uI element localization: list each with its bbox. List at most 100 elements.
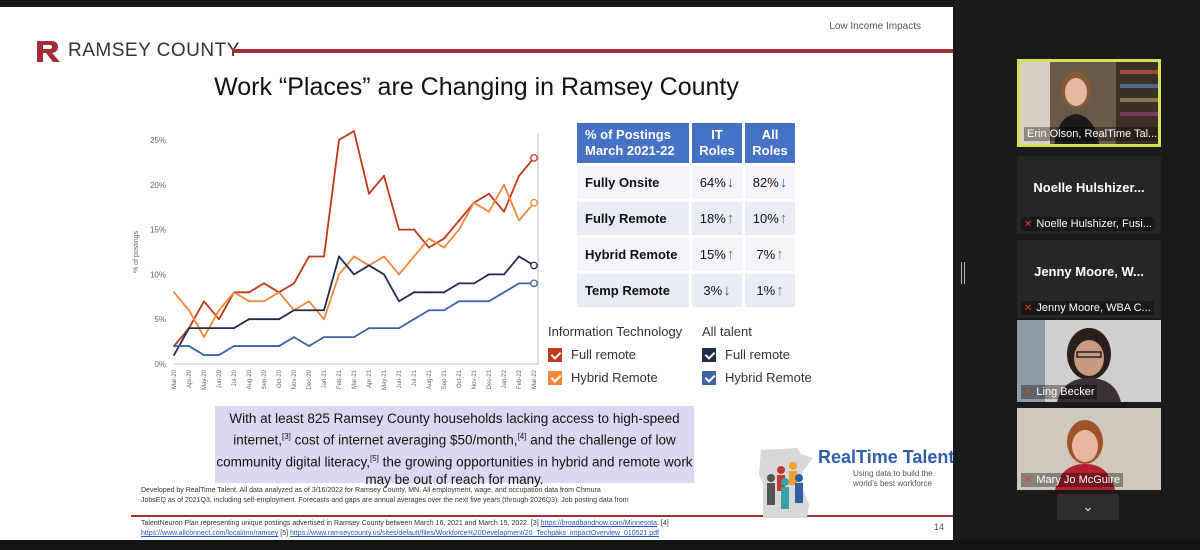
y-tick-label: 15% xyxy=(150,226,166,235)
rt-logo-name: RealTime Talent xyxy=(818,447,953,467)
note-text: the growing opportunities in hybrid and … xyxy=(365,454,693,487)
participant-name-row: ✕ Ling Becker xyxy=(1021,385,1098,399)
row-label: Temp Remote xyxy=(577,274,689,307)
x-tick-label: Sep-20 xyxy=(262,369,268,389)
data-point xyxy=(413,318,415,321)
trend-arrow-up-icon: ↑ xyxy=(776,246,784,263)
legend-label: Hybrid Remote xyxy=(571,370,658,385)
participant-tile-mary-jo[interactable]: ✕ Mary Jo McGuire xyxy=(1017,408,1161,490)
legend-item-it-hybrid-remote: Hybrid Remote xyxy=(548,370,658,385)
remote-postings-line-chart: 0% 5% 10% 15% 20% 25% % of postings Mar-20 Apr-2… xyxy=(133,130,539,390)
x-tick-label: Oct-21 xyxy=(457,369,463,388)
data-point xyxy=(293,309,295,312)
data-point xyxy=(383,174,385,177)
minnesota-people-icon xyxy=(759,448,813,518)
participant-tile-ling[interactable]: ✕ Ling Becker xyxy=(1017,320,1161,402)
trend-arrow-up-icon: ↑ xyxy=(776,282,784,299)
data-point xyxy=(203,336,205,339)
participant-tile-jenny[interactable]: Jenny Moore, W... ✕ Jenny Moore, WBA C... xyxy=(1017,240,1161,318)
x-tick-label: Nov-20 xyxy=(292,369,298,389)
participant-video-panel: Erin Olson, RealTime Tal... Noelle Hulsh… xyxy=(1013,57,1165,527)
data-point xyxy=(278,291,280,294)
citation-link-ramseycounty[interactable]: https://www.ramseycounty.us/sites/defaul… xyxy=(290,530,659,537)
participant-video xyxy=(1020,62,1158,144)
mic-muted-icon: ✕ xyxy=(1024,219,1033,230)
x-tick-label: Dec-21 xyxy=(487,369,493,389)
data-point xyxy=(293,282,295,285)
table-row: Hybrid Remote 15%↑ 7%↑ xyxy=(577,238,795,271)
data-point xyxy=(428,246,430,249)
cell-value: 15% xyxy=(699,247,726,262)
y-axis-label: % of postings xyxy=(133,230,140,273)
data-point xyxy=(203,327,205,330)
all-roles-cell: 82%↓ xyxy=(745,166,795,199)
participant-tile-erin[interactable]: Erin Olson, RealTime Tal... xyxy=(1017,59,1161,147)
trend-arrow-down-icon: ↓ xyxy=(726,174,735,191)
data-point xyxy=(383,327,385,330)
data-point xyxy=(398,300,400,303)
data-point xyxy=(428,237,430,240)
participant-name: Mary Jo McGuire xyxy=(1036,474,1121,486)
data-point xyxy=(173,354,175,356)
checkbox-icon xyxy=(702,347,716,362)
table-header-row: % of Postings March 2021-22 IT Roles All… xyxy=(577,123,795,163)
y-tick-label: 5% xyxy=(154,315,166,324)
data-point xyxy=(263,318,265,321)
data-point xyxy=(458,228,460,231)
series-line xyxy=(174,282,534,356)
rt-logo-tagline: world’s best workforce xyxy=(853,479,932,488)
footnote-line: Developed by RealTime Talent. All data a… xyxy=(141,487,601,494)
x-tick-label: Aug-20 xyxy=(247,369,253,389)
note-text: cost of internet averaging $50/month, xyxy=(290,432,518,448)
panel-resize-handle[interactable] xyxy=(961,262,965,284)
data-point xyxy=(413,228,415,231)
cell-value: 3% xyxy=(703,283,723,298)
cell-value: 1% xyxy=(756,283,776,298)
cell-value: 82% xyxy=(752,175,779,190)
data-point xyxy=(323,336,325,339)
data-point xyxy=(323,309,325,312)
legend-label: Full remote xyxy=(725,347,791,362)
citation-link-allconnect[interactable]: https://www.allconnect.com/local/mn/rams… xyxy=(141,530,279,537)
data-point xyxy=(218,309,220,312)
row-label: Hybrid Remote xyxy=(577,238,689,271)
participant-tile-noelle[interactable]: Noelle Hulshizer... ✕ Noelle Hulshizer, F… xyxy=(1017,156,1161,234)
data-point xyxy=(353,336,355,339)
legend-label: Full remote xyxy=(571,347,637,362)
x-tick-label: Jul-21 xyxy=(412,369,418,386)
x-tick-label: Sep-21 xyxy=(442,369,448,389)
all-roles-cell: 1%↑ xyxy=(745,274,795,307)
table-row: Temp Remote 3%↓ 1%↑ xyxy=(577,274,795,307)
mic-muted-icon: ✕ xyxy=(1024,387,1033,398)
data-point xyxy=(173,291,175,294)
legend-item-all-full-remote: Full remote xyxy=(702,347,790,362)
participant-name-row: ✕ Mary Jo McGuire xyxy=(1021,473,1124,487)
citation-link-broadbandnow[interactable]: https://broadbandnow.com/Minnesota xyxy=(540,520,657,527)
footer-rule xyxy=(131,515,953,517)
trend-arrow-up-icon: ↑ xyxy=(726,210,735,227)
show-more-participants-button[interactable]: ⌄ xyxy=(1057,494,1119,520)
data-point xyxy=(383,255,385,258)
data-point xyxy=(503,273,505,276)
it-roles-cell: 3%↓ xyxy=(692,274,742,307)
mic-muted-icon: ✕ xyxy=(1024,475,1033,486)
data-point xyxy=(338,336,340,339)
realtime-talent-logo: RealTime Talent Using data to build the … xyxy=(757,444,953,524)
data-point xyxy=(368,264,370,267)
data-point xyxy=(278,345,280,347)
data-point xyxy=(323,318,325,321)
data-point xyxy=(503,291,505,294)
note-ref: [3] xyxy=(281,432,291,441)
x-tick-label: Apr-20 xyxy=(187,369,193,388)
x-tick-label: Dec-20 xyxy=(307,369,313,389)
table-row: Fully Onsite 64%↓ 82%↓ xyxy=(577,166,795,199)
table-row: Fully Remote 18%↑ 10%↑ xyxy=(577,202,795,235)
data-point xyxy=(308,255,310,258)
y-tick-label: 10% xyxy=(150,270,166,279)
data-point xyxy=(458,300,460,303)
legend-item-all-hybrid-remote: Hybrid Remote xyxy=(702,370,812,385)
data-point xyxy=(293,336,295,339)
data-point xyxy=(248,300,250,303)
note-ref: [5] xyxy=(369,453,379,463)
participant-name: Ling Becker xyxy=(1036,386,1095,398)
